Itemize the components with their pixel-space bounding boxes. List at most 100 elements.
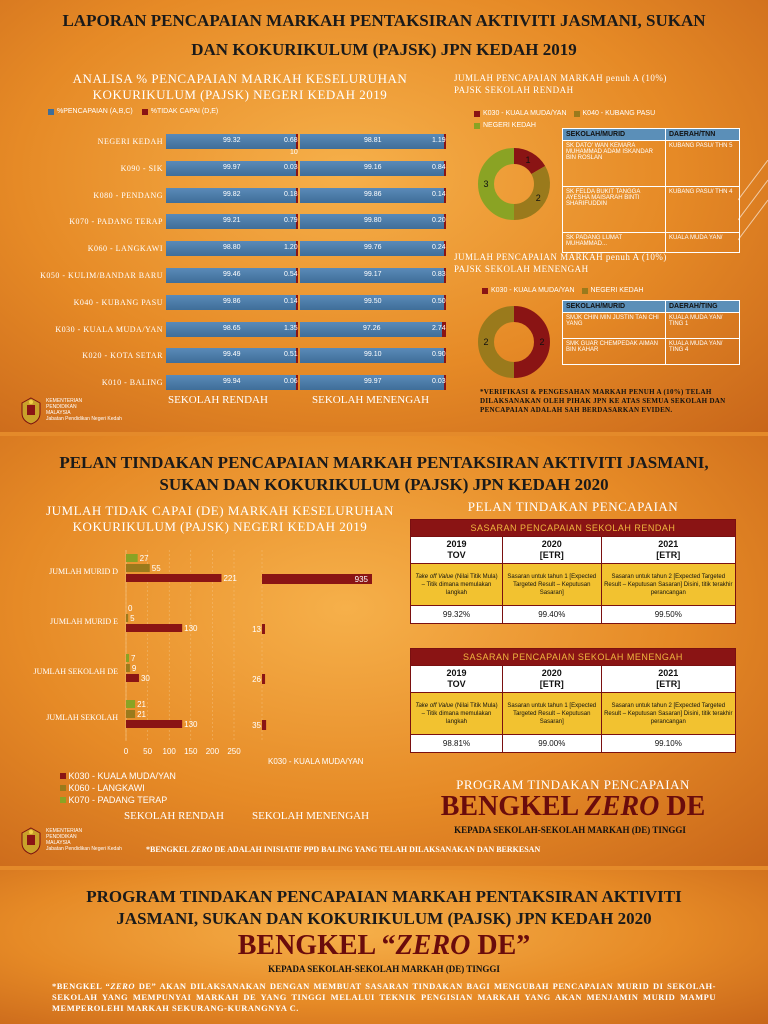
bar-value-label: 0.14	[432, 190, 446, 198]
chart2-bar	[126, 720, 183, 728]
bengkel-post: DE	[659, 791, 706, 822]
logo-line: PENDIDIKAN	[46, 404, 77, 410]
chart2-legend-item: K030 - KUALA MUDA/YAN	[60, 770, 176, 782]
table-row: SK DATO' WAN KEMARA MUHAMMAD ADAM ISKAND…	[562, 140, 740, 187]
bar-segment-tidak-capai	[296, 160, 298, 176]
target-rendah-header: SASARAN PENCAPAIAN SEKOLAH RENDAH	[410, 519, 736, 537]
chart2-menengah-label: 35	[252, 721, 261, 730]
bar-segment-pencapaian	[166, 321, 296, 337]
bar-value-label: 99.46	[223, 271, 241, 278]
chart2-menengah-label: 935	[355, 575, 369, 584]
desc-pre: *BENGKEL “	[52, 981, 111, 991]
logo-line: PENDIDIKAN	[46, 834, 77, 840]
chart2-category-label: JUMLAH MURID D	[49, 567, 118, 576]
chart2-menengah-bar	[262, 674, 266, 684]
chart2-bar-label: 21	[137, 700, 146, 709]
target-table-menengah: SASARAN PENCAPAIAN SEKOLAH MENENGAH 2019…	[410, 648, 737, 753]
bar-rendah: 99.32 0.68	[166, 134, 298, 149]
chart2-title-line2: KOKURIKULUM (PAJSK) NEGERI KEDAH 2019	[72, 519, 368, 534]
year-type: [ETR]	[539, 679, 564, 689]
donut-slice	[478, 306, 515, 378]
bar-segment-tidak-capai	[296, 268, 298, 283]
year-cell: 2019 TOV	[410, 536, 503, 564]
sr-table: SEKOLAH/MURID DAERAH/TNN SK DATO' WAN KEM…	[562, 128, 740, 253]
bar-segment-pencapaian	[166, 294, 296, 310]
chart2-menengah-label: 13	[252, 625, 261, 634]
chart1-title-line1: ANALISA % PENCAPAIAN MARKAH KESELURUHAN	[72, 71, 408, 86]
chart2-xtick-label: 50	[143, 747, 152, 756]
sr-legend-swatch-1	[573, 110, 580, 117]
bar-value-label: 97.26	[362, 324, 381, 332]
bar-menengah: 99.10 0.90	[300, 348, 446, 364]
desc-em: Take off Value	[415, 702, 454, 709]
desc-cell: Take off Value (Nilai Titik Mula) – Titi…	[410, 563, 503, 606]
donut-slice-label: 2	[536, 193, 541, 203]
desc-cell: Sasaran untuk tahun 2 [Expected Targeted…	[600, 563, 737, 606]
sr-cell: SK DATO' WAN KEMARA MUHAMMAD ADAM ISKAND…	[562, 140, 666, 187]
panel3-bengkel-heading: BENGKEL “ZERO DE”	[0, 930, 768, 962]
sr-legend-0: K030 - KUALA MUDA/YAN	[483, 110, 567, 117]
sm-legend: K030 - KUALA MUDA/YAN NEGERI KEDAH	[482, 287, 643, 294]
bar-rendah: 98.65 1.35	[166, 321, 298, 337]
bar-segment-tidak-capai	[296, 241, 298, 257]
bar-segment-pencapaian	[166, 160, 296, 176]
year-type: TOV	[447, 679, 466, 689]
bar-segment-pencapaian	[166, 375, 296, 391]
legend-swatch	[60, 797, 66, 803]
bar-rendah: 99.97 0.03	[166, 160, 298, 176]
kpm-logo-text: KEMENTERIAN PENDIDIKAN MALAYSIA Jabatan …	[46, 398, 122, 422]
chart2-caption-menengah: SEKOLAH MENENGAH	[252, 810, 370, 822]
target-menengah-header: SASARAN PENCAPAIAN SEKOLAH MENENGAH	[410, 648, 736, 666]
chart2-xtick-label: 250	[227, 747, 241, 756]
bar-value-label: 0.24	[432, 244, 446, 252]
bar-value-label: 1.19	[432, 137, 446, 144]
sm-th-1: DAERAH/TING	[665, 300, 740, 313]
program-title: PROGRAM TINDAKAN PENCAPAIAN	[456, 777, 690, 792]
bar-rendah: 99.49 0.51	[166, 348, 298, 364]
chart2-xtick-label: 100	[163, 747, 177, 756]
bar-segment-tidak-capai	[296, 294, 298, 310]
panel-pelan-2020: PELAN TINDAKAN PENCAPAIAN MARKAH PENTAKS…	[0, 436, 768, 866]
bar-segment-pencapaian	[300, 134, 444, 149]
chart2-bar	[126, 574, 222, 582]
panel3-title-line1: PROGRAM TINDAKAN PENCAPAIAN MARKAH PENTA…	[86, 887, 682, 906]
chart2-bar-label: 30	[141, 674, 150, 683]
bar-value-label: 0.14	[284, 297, 298, 305]
chart2-bar	[126, 710, 136, 718]
chart1-category-label: K050 - KULIM/BANDAR BARU	[40, 271, 163, 280]
year-label: 2019	[446, 539, 467, 549]
panel2-footnote: *BENGKEL ZERO DE ADALAH INISIATIF PPD BA…	[146, 845, 706, 854]
bar-segment-tidak-capai	[441, 321, 446, 337]
sr-th-0: SEKOLAH/MURID	[562, 128, 666, 141]
chart2-menengah-bar	[262, 720, 267, 730]
year-cell: 2020 [ETR]	[501, 665, 602, 693]
panel2-title-line2: SUKAN DAN KOKURIKULUM (PAJSK) JPN KEDAH …	[159, 475, 609, 494]
bar-menengah: 99.97 0.03	[300, 375, 446, 391]
bar-value-label: 99.21	[223, 217, 241, 225]
chart2-legend: K030 - KUALA MUDA/YAN K060 - LANGKAWI K0…	[60, 770, 176, 806]
bar-value-label: 0.18	[284, 190, 298, 198]
bar-value-label: 0.06	[284, 378, 298, 386]
sm-cell: SMJK CHIN MIN JUSTIN TAN CHI YANG	[562, 312, 666, 339]
bar-rendah: 99.21 0.79	[166, 214, 298, 230]
bar-value-label: 0.50	[432, 297, 446, 305]
pct-cell: 99.32%	[410, 605, 503, 624]
kpm-logo: KEMENTERIAN PENDIDIKAN MALAYSIA Jabatan …	[18, 396, 138, 428]
bar-value-label: 99.49	[223, 351, 241, 359]
bar-segment-tidak-capai	[444, 214, 446, 230]
panel3-description: *BENGKEL “ZERO DE” AKAN DILAKSANAKAN DEN…	[52, 981, 716, 1014]
chart1-category-label: K010 - BALING	[101, 378, 163, 388]
chart2-bar-label: 7	[131, 654, 136, 663]
sr-cell: SK FELDA BUKIT TANGGA AYESHA MAISARAH BI…	[562, 186, 666, 233]
bar-segment-tidak-capai	[444, 134, 446, 149]
bar-value-label: 99.94	[223, 378, 241, 386]
decorative-stripes	[738, 160, 768, 241]
bar-segment-pencapaian	[166, 241, 296, 257]
sm-table: SEKOLAH/MURID DAERAH/TING SMJK CHIN MIN J…	[562, 300, 740, 365]
sm-cell: KUALA MUDA YAN/ TING 4	[665, 338, 740, 365]
bar-value-label: 99.97	[223, 163, 241, 171]
chart1-caption-rendah: SEKOLAH RENDAH	[168, 394, 268, 406]
bar-rendah: 99.94 0.06	[166, 375, 298, 391]
desc-cell: Sasaran untuk tahun 2 [Expected Targeted…	[600, 692, 737, 735]
chart2-bar	[126, 700, 136, 708]
